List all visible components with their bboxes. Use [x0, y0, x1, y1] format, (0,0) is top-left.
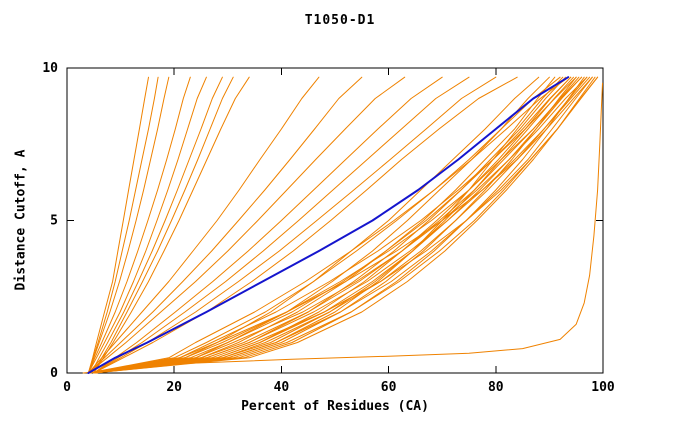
x-tick-label: 80 [488, 380, 504, 395]
series-model-13 [93, 76, 470, 374]
series-model-22 [87, 76, 569, 374]
series-model-03 [87, 76, 170, 374]
series-model-12 [93, 76, 443, 374]
series-model-16 [87, 76, 540, 374]
x-tick-label: 0 [63, 380, 71, 395]
series-model-late-riser [82, 82, 603, 374]
series-model-33 [93, 76, 588, 374]
x-axis-label: Percent of Residues (CA) [241, 399, 429, 414]
series-model-31 [93, 76, 585, 374]
series-model-26 [87, 76, 577, 374]
series-model-34 [87, 76, 591, 374]
series-model-07 [93, 76, 234, 374]
series-model-32 [87, 76, 588, 374]
series-model-24 [87, 76, 572, 374]
chart-title: T1050-D1 [304, 13, 376, 28]
series-model-35 [93, 76, 593, 374]
series-model-05 [87, 76, 207, 374]
series-model-09 [87, 76, 320, 374]
series-model-06 [90, 76, 223, 374]
series-model-25 [93, 76, 574, 374]
series-model-15 [93, 76, 518, 374]
series-model-18 [93, 76, 556, 374]
series-reference-median [87, 76, 570, 374]
x-tick-label: 40 [274, 380, 290, 395]
y-tick-label: 0 [50, 366, 58, 381]
series-model-38 [87, 76, 599, 374]
series-model-11 [87, 76, 406, 374]
x-tick-label: 100 [591, 380, 615, 395]
series-model-30 [87, 76, 583, 374]
series-model-01 [87, 76, 149, 374]
y-tick-label: 10 [42, 61, 58, 76]
series-model-39 [93, 76, 599, 374]
series-model-10 [87, 76, 363, 374]
x-tick-label: 60 [381, 380, 397, 395]
series-model-08 [93, 76, 250, 374]
series-model-21 [93, 76, 566, 374]
y-tick-label: 5 [50, 214, 58, 229]
series-model-19 [87, 76, 561, 374]
series-model-04 [87, 76, 191, 374]
series-model-23 [93, 76, 572, 374]
series-model-02 [87, 76, 159, 374]
series-model-36 [87, 76, 593, 374]
series-model-29 [93, 76, 583, 374]
x-tick-label: 20 [166, 380, 182, 395]
